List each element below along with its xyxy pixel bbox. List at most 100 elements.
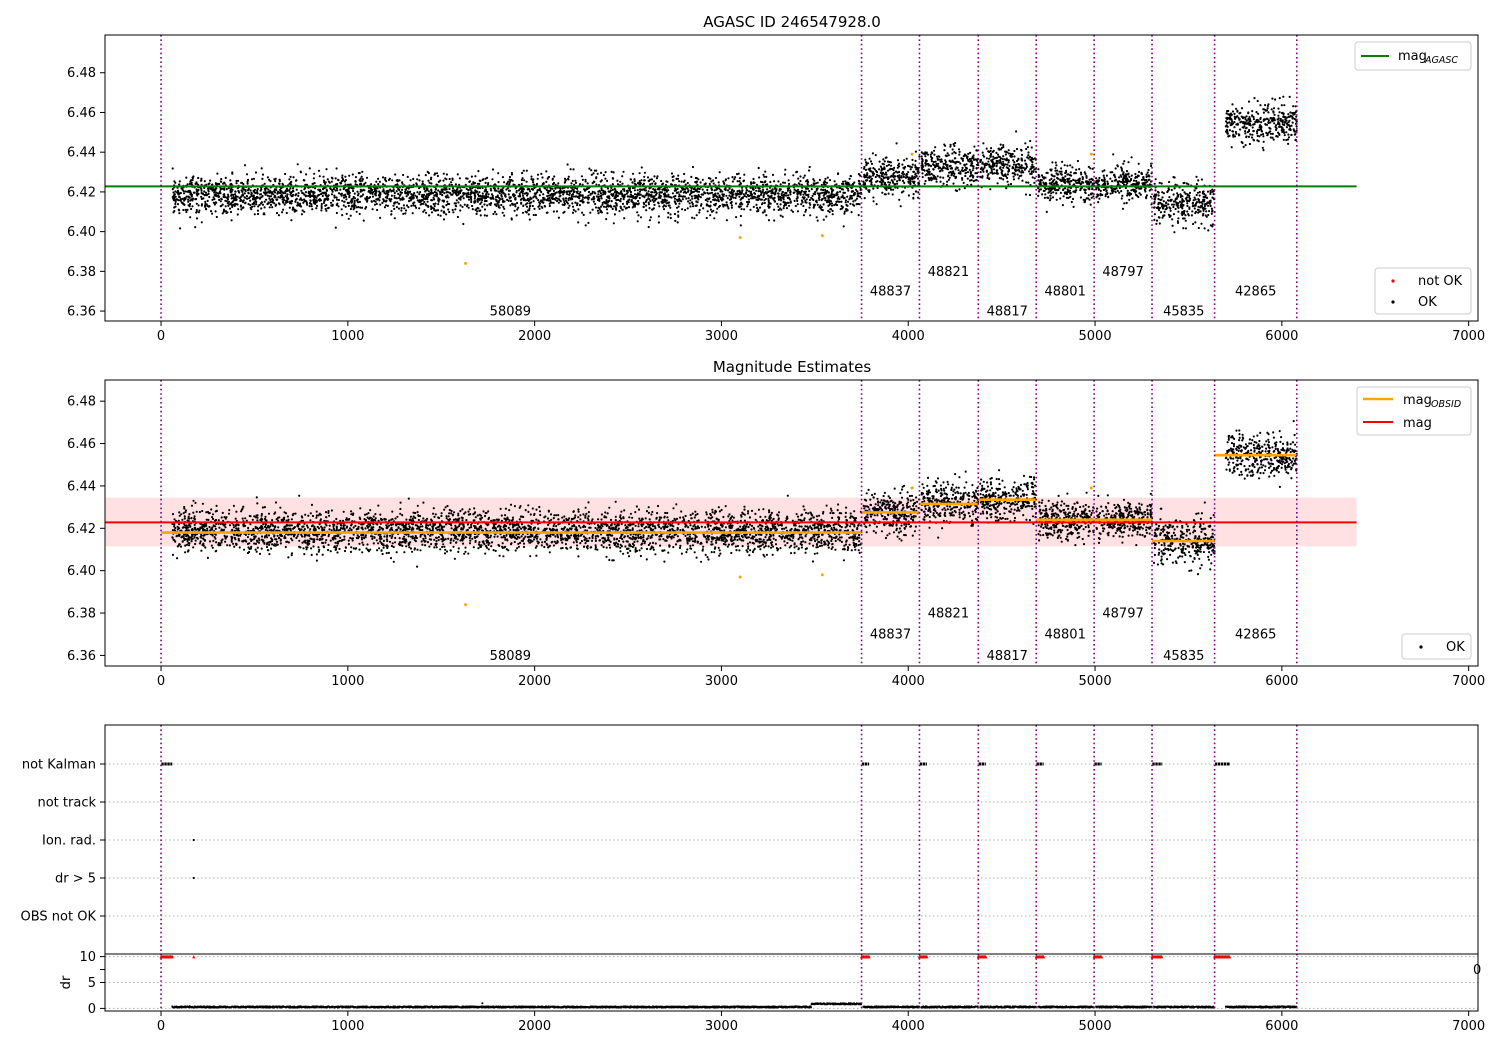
plot-frame — [104, 724, 1479, 1012]
outlier-point — [820, 573, 824, 577]
legend-top: mag AGASC — [1354, 41, 1472, 71]
obsid-label: 45835 — [1163, 305, 1204, 320]
y-tick-label: 6.36 — [67, 305, 96, 320]
obsid-label: 48801 — [1044, 628, 1085, 643]
estimates-panel: Magnitude Estimates 58089 48837 48821 48817… — [67, 358, 1485, 689]
legend-marker-ok — [1391, 300, 1395, 304]
dr-high-point — [925, 954, 929, 959]
x-tick-label: 2000 — [518, 1019, 551, 1034]
outlier-point — [738, 575, 742, 579]
x-tick-label: 5000 — [1079, 1019, 1112, 1034]
legend-label: mag — [1403, 393, 1432, 408]
legend-label: mag — [1403, 416, 1432, 431]
obsid-label: 58089 — [490, 649, 531, 664]
flag-event — [192, 876, 195, 880]
dr-axis-label: dr — [59, 975, 74, 989]
flag-label: not track — [37, 796, 96, 811]
x-tick-label: 4000 — [892, 329, 925, 344]
plot-area: 58089 48837 48821 48817 48801 48797 45835 42865… — [67, 379, 1485, 689]
x-tick-label: 6000 — [1265, 674, 1298, 689]
flags-panel: not Kalman not track Ion. rad. dr > 5 OBS no… — [21, 724, 1485, 1034]
x-tick-label: 4000 — [892, 1019, 925, 1034]
flag-label: OBS not OK — [21, 910, 97, 925]
y-tick-label: 6.46 — [67, 437, 96, 452]
chart-title: AGASC ID 246547928.0 — [703, 13, 881, 31]
legend-subscript: AGASC — [1424, 55, 1458, 66]
dr-high-point — [1227, 954, 1232, 959]
y-tick-label: 6.46 — [67, 106, 96, 121]
dr-high-point — [1042, 954, 1046, 959]
y-tick-label: 6.36 — [67, 649, 96, 664]
dr-tick-label: 0 — [88, 1002, 96, 1017]
flag-event — [1152, 762, 1163, 766]
y-tick-label: 6.42 — [67, 185, 96, 200]
flag-event — [1036, 762, 1044, 766]
flag-event — [1214, 762, 1230, 766]
flag-label: not Kalman — [22, 758, 96, 773]
chart-title: Magnitude Estimates — [713, 358, 871, 376]
outlier-point — [464, 603, 468, 607]
outlier-point — [910, 152, 914, 156]
obsid-label: 48801 — [1044, 285, 1085, 300]
x-tick-label: 2000 — [518, 329, 551, 344]
x-tick-label: 6000 — [1265, 329, 1298, 344]
x-tick-label: 5000 — [1079, 674, 1112, 689]
legend-box — [1401, 633, 1472, 660]
legend-box — [1374, 267, 1472, 315]
obsid-label: 45835 — [1163, 649, 1204, 664]
dr-point — [481, 1002, 484, 1005]
y-tick-label: 6.38 — [67, 265, 96, 280]
obsid-label: 48837 — [870, 628, 911, 643]
flag-event — [1094, 762, 1102, 766]
y-tick-label: 6.44 — [67, 479, 96, 494]
dr-high-point — [1099, 954, 1104, 959]
dr-tick-label: 5 — [88, 976, 96, 991]
x-tick-label: 1000 — [331, 1019, 364, 1034]
plot-area: 58089 48837 48821 48817 48801 48797 45835 42865… — [67, 34, 1485, 344]
agasc-panel: AGASC ID 246547928.0 58089 48837 48821 4881… — [67, 13, 1485, 344]
ok-points — [171, 95, 1298, 234]
obsid-label: 42865 — [1235, 285, 1276, 300]
obsid-label: 58089 — [490, 305, 531, 320]
dr-high-point — [867, 954, 871, 959]
outlier-point — [820, 234, 824, 238]
dr-low-points — [171, 1002, 1298, 1009]
y-tick-label: 6.48 — [67, 66, 96, 81]
legend-bottom: OK — [1401, 633, 1472, 660]
outlier-point — [910, 486, 914, 490]
legend-top: mag OBSID mag — [1356, 386, 1472, 436]
x-tick-label: 5000 — [1079, 329, 1112, 344]
flag-event — [861, 762, 870, 766]
x-tick-label: 1000 — [331, 329, 364, 344]
x-tick-label: 0 — [157, 329, 165, 344]
x-tick-label: 1000 — [331, 674, 364, 689]
dr-high-point — [1160, 954, 1164, 959]
flag-event — [161, 762, 173, 766]
obsid-label: 48797 — [1102, 607, 1143, 622]
dr-high-point — [170, 954, 174, 959]
obsid-label: 48817 — [987, 305, 1028, 320]
legend-bottom: not OK OK — [1374, 267, 1472, 315]
x-tick-label: 3000 — [705, 674, 738, 689]
outlier-point — [1089, 152, 1093, 156]
dr-tick-label: 10 — [79, 950, 96, 965]
legend-label: OK — [1446, 640, 1465, 655]
outlier-point — [464, 261, 468, 265]
y-tick-label: 6.38 — [67, 607, 96, 622]
plot-frame — [104, 34, 1479, 322]
flag-label: Ion. rad. — [42, 834, 96, 849]
x-tick-label: 0 — [157, 1019, 165, 1034]
x-tick-label: 4000 — [892, 674, 925, 689]
legend-subscript: OBSID — [1431, 399, 1461, 410]
x-tick-label: 7000 — [1452, 674, 1485, 689]
legend-marker-ok — [1419, 645, 1423, 649]
edge-tick-label: 0 — [1473, 963, 1481, 978]
outlier-point — [738, 236, 742, 240]
flag-event — [919, 762, 927, 766]
x-tick-label: 2000 — [518, 674, 551, 689]
dr-high-point — [984, 954, 988, 959]
plot-area: not Kalman not track Ion. rad. dr > 5 OBS no… — [21, 724, 1485, 1034]
obsid-label: 42865 — [1235, 628, 1276, 643]
obsid-label: 48821 — [928, 265, 969, 280]
